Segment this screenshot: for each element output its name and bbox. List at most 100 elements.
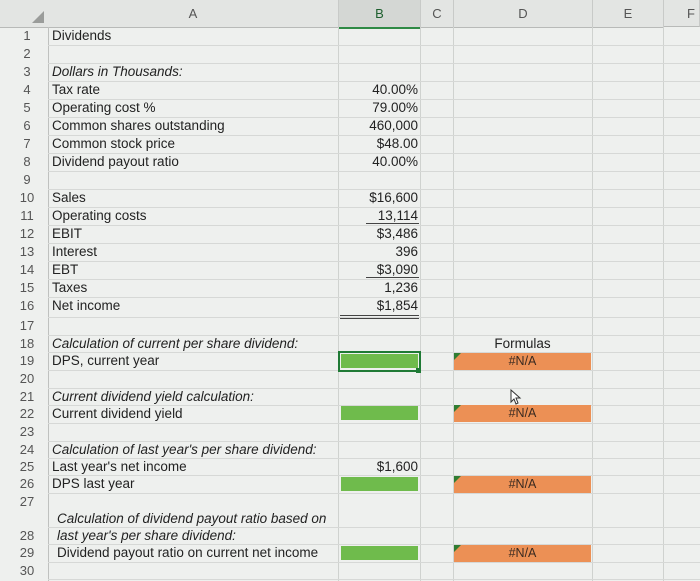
cell-b13[interactable]: 396 [395, 244, 418, 259]
cell-a18[interactable]: Calculation of current per share dividen… [52, 336, 299, 351]
cell-a10[interactable]: Sales [52, 190, 86, 205]
grid-line [48, 99, 700, 100]
row-header[interactable]: 10 [0, 189, 46, 207]
fill-handle[interactable] [416, 368, 421, 373]
cell-b11[interactable]: 13,114 [377, 208, 418, 223]
formula-result: #N/A [508, 354, 537, 368]
input-cell-b26[interactable] [341, 477, 418, 491]
grid-line [48, 317, 700, 318]
cell-b12[interactable]: $3,486 [376, 226, 418, 241]
row-number: 16 [19, 298, 35, 313]
cell-b10[interactable]: $16,600 [369, 190, 418, 205]
row-number: 3 [23, 64, 31, 79]
row-header[interactable]: 17 [0, 317, 46, 335]
select-all-corner[interactable] [0, 0, 49, 28]
column-header-b[interactable]: B [339, 0, 421, 29]
cell-a14[interactable]: EBT [52, 262, 79, 277]
cell-a6[interactable]: Common shares outstanding [52, 118, 225, 133]
row-header[interactable]: 28 [0, 527, 46, 545]
cell-a22[interactable]: Current dividend yield [52, 406, 183, 421]
cell-b15[interactable]: 1,236 [384, 280, 418, 295]
grid-line [48, 81, 700, 82]
row-header[interactable]: 21 [0, 388, 46, 406]
cell-a7[interactable]: Common stock price [52, 136, 176, 151]
row-header[interactable]: 5 [0, 99, 46, 117]
row-header[interactable]: 3 [0, 63, 46, 81]
grid-line [48, 579, 700, 580]
input-cell-b22[interactable] [341, 406, 418, 420]
row-header[interactable]: 2 [0, 45, 46, 63]
cell-b16[interactable]: $1,854 [376, 298, 418, 313]
cell-a26[interactable]: DPS last year [52, 476, 135, 491]
input-cell-b19[interactable] [341, 354, 418, 368]
row-number: 29 [19, 545, 35, 560]
cell-a12[interactable]: EBIT [52, 226, 83, 241]
cell-a19[interactable]: DPS, current year [52, 353, 160, 368]
row-header[interactable]: 24 [0, 441, 46, 459]
cell-a16[interactable]: Net income [52, 298, 121, 313]
cell-b14[interactable]: $3,090 [376, 262, 418, 277]
formula-cell-d29[interactable]: #N/A [454, 545, 591, 562]
input-cell-b29[interactable] [341, 546, 418, 560]
row-header[interactable]: 25 [0, 458, 46, 476]
cell-a21[interactable]: Current dividend yield calculation: [52, 389, 254, 404]
row-header[interactable]: 18 [0, 335, 46, 353]
cell-a29[interactable]: Dividend payout ratio on current net inc… [57, 545, 319, 560]
row-header[interactable]: 22 [0, 405, 46, 423]
cell-a8[interactable]: Dividend payout ratio [52, 154, 179, 169]
row-header[interactable]: 27 [0, 493, 46, 511]
column-header-a[interactable]: A [48, 0, 339, 28]
row-header[interactable]: 16 [0, 297, 46, 315]
cell-a24[interactable]: Calculation of last year's per share div… [52, 442, 317, 457]
row-header[interactable]: 13 [0, 243, 46, 261]
cell-b7[interactable]: $48.00 [376, 136, 418, 151]
formula-cell-d26[interactable]: #N/A [454, 476, 591, 493]
cell-a3[interactable]: Dollars in Thousands: [52, 64, 183, 79]
row-header[interactable]: 12 [0, 225, 46, 243]
cell-b25[interactable]: $1,600 [376, 459, 418, 474]
cell-d18[interactable]: Formulas [494, 336, 551, 351]
row-header[interactable]: 9 [0, 171, 46, 189]
row-number: 24 [19, 442, 35, 457]
formula-cell-d22[interactable]: #N/A [454, 405, 591, 422]
double-underline [340, 315, 419, 316]
cell-a13[interactable]: Interest [52, 244, 98, 259]
column-header-e[interactable]: E [593, 0, 664, 28]
row-header[interactable]: 23 [0, 423, 46, 441]
cell-a4[interactable]: Tax rate [52, 82, 101, 97]
row-header[interactable]: 11 [0, 207, 46, 225]
formula-cell-d19[interactable]: #N/A [454, 353, 591, 370]
column-header-d[interactable]: D [454, 0, 593, 28]
cell-a11[interactable]: Operating costs [52, 208, 147, 223]
row-number: 12 [19, 226, 35, 241]
row-header[interactable]: 6 [0, 117, 46, 135]
error-flag-icon [454, 545, 461, 552]
cell-a28-line2[interactable]: last year's per share dividend: [57, 528, 236, 543]
cell-b4[interactable]: 40.00% [372, 82, 418, 97]
row-header[interactable]: 8 [0, 153, 46, 171]
grid-line [48, 279, 700, 280]
cell-a28-line1[interactable]: Calculation of dividend payout ratio bas… [57, 511, 327, 526]
grid-line [48, 207, 700, 208]
cell-a5[interactable]: Operating cost % [52, 100, 156, 115]
row-header[interactable]: 14 [0, 261, 46, 279]
cell-b5[interactable]: 79.00% [372, 100, 418, 115]
cell-a1[interactable]: Dividends [52, 28, 112, 43]
row-header[interactable]: 30 [0, 562, 46, 580]
cell-b6[interactable]: 460,000 [369, 118, 418, 133]
row-header[interactable]: 1 [0, 27, 46, 45]
cell-a25[interactable]: Last year's net income [52, 459, 187, 474]
row-header[interactable]: 19 [0, 352, 46, 370]
row-header[interactable]: 15 [0, 279, 46, 297]
row-header[interactable]: 20 [0, 370, 46, 388]
grid-line [48, 117, 700, 118]
row-header[interactable]: 4 [0, 81, 46, 99]
cell-a15[interactable]: Taxes [52, 280, 88, 295]
column-header-f[interactable]: F [664, 0, 700, 27]
row-header[interactable]: 26 [0, 475, 46, 493]
column-header-c[interactable]: C [421, 0, 454, 28]
cell-b8[interactable]: 40.00% [372, 154, 418, 169]
row-header[interactable]: 7 [0, 135, 46, 153]
row-header[interactable]: 29 [0, 544, 46, 562]
